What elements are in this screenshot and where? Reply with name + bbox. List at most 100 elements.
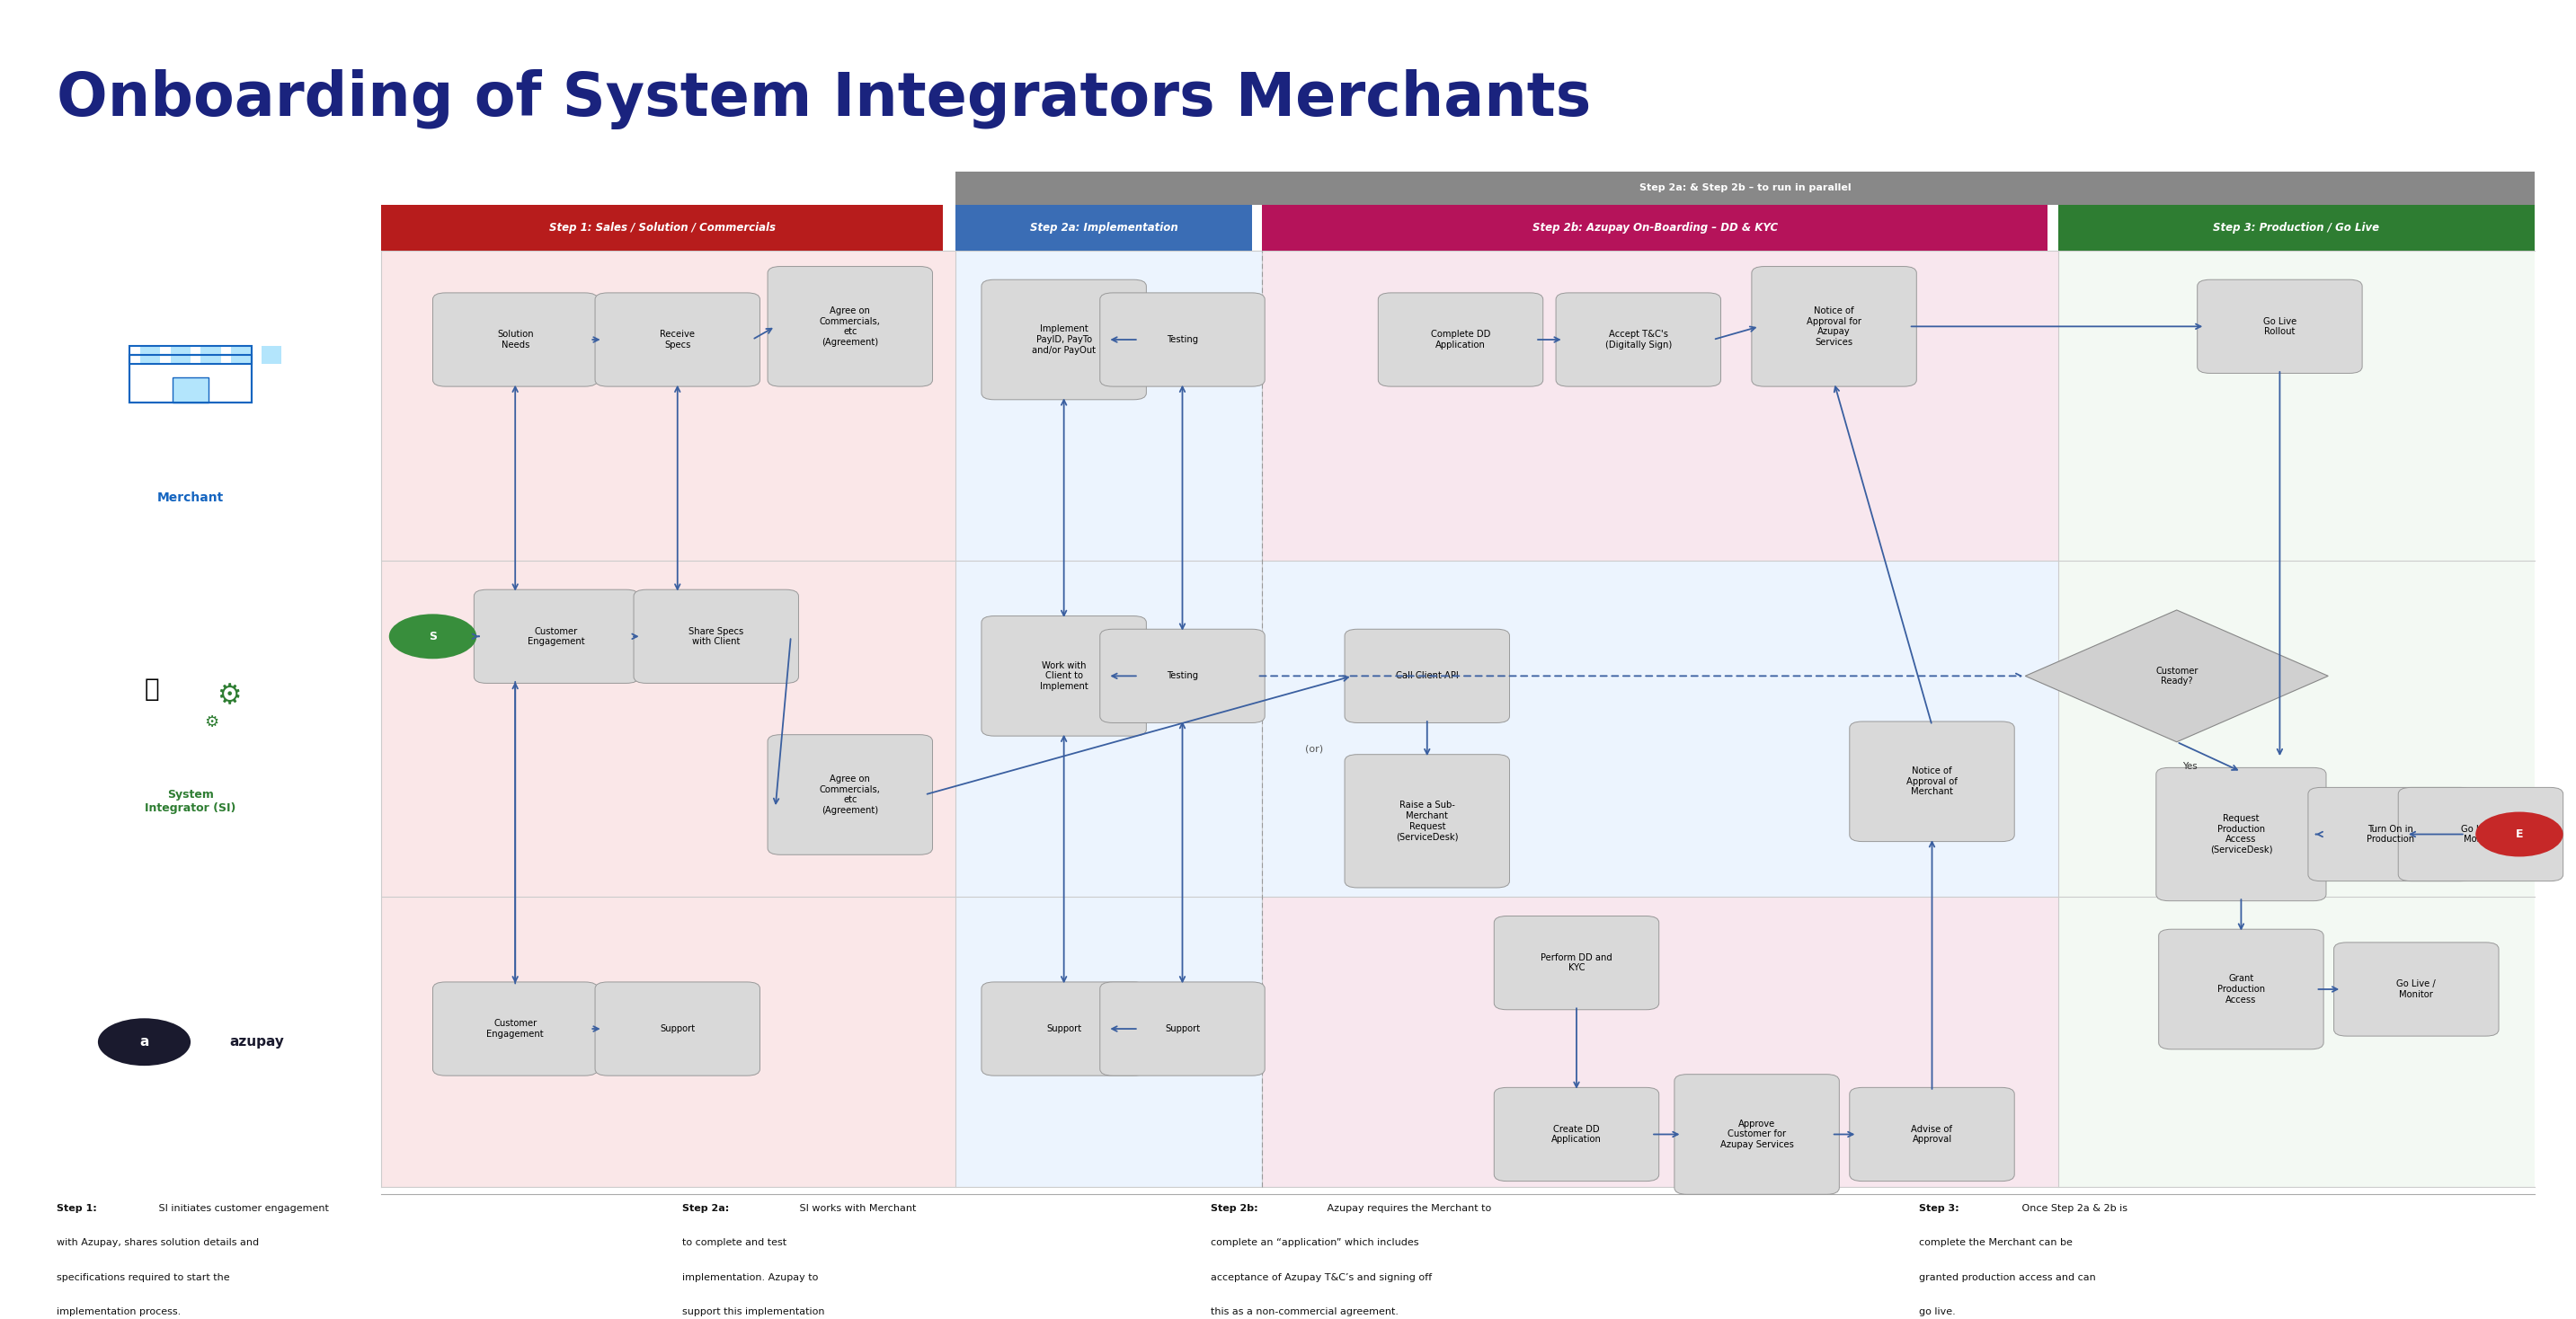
Circle shape [98, 1018, 191, 1066]
FancyBboxPatch shape [2197, 280, 2362, 373]
Text: Accept T&C's
(Digitally Sign): Accept T&C's (Digitally Sign) [1605, 330, 1672, 350]
Bar [381, 204, 943, 251]
Text: Support: Support [1164, 1025, 1200, 1033]
Text: acceptance of Azupay T&C’s and signing off: acceptance of Azupay T&C’s and signing o… [1211, 1273, 1432, 1282]
Text: Step 2b:: Step 2b: [1211, 1204, 1257, 1213]
Text: a: a [139, 1035, 149, 1049]
Text: Raise a Sub-
Merchant
Request
(ServiceDesk): Raise a Sub- Merchant Request (ServiceDe… [1396, 801, 1458, 842]
FancyBboxPatch shape [595, 293, 760, 386]
Bar [201, 346, 222, 364]
Text: implementation process.: implementation process. [57, 1307, 180, 1316]
Bar [2058, 897, 2535, 1187]
Text: ⚙: ⚙ [216, 683, 242, 708]
Text: Step 2a: & Step 2b – to run in parallel: Step 2a: & Step 2b – to run in parallel [1638, 183, 1852, 193]
Bar [129, 346, 252, 364]
Text: Customer
Engagement: Customer Engagement [487, 1020, 544, 1038]
Bar [381, 561, 956, 897]
Text: Advise of
Approval: Advise of Approval [1911, 1125, 1953, 1144]
Bar [2058, 251, 2535, 561]
Text: Notice of
Approval for
Azupay
Services: Notice of Approval for Azupay Services [1806, 306, 1862, 347]
Text: Testing: Testing [1167, 671, 1198, 681]
FancyBboxPatch shape [1674, 1074, 1839, 1195]
Text: Turn On in
Production: Turn On in Production [2367, 824, 2414, 844]
Text: to complete and test: to complete and test [683, 1239, 788, 1248]
Polygon shape [2025, 609, 2329, 741]
Text: Once Step 2a & 2b is: Once Step 2a & 2b is [2020, 1204, 2128, 1213]
Text: Request
Production
Access
(ServiceDesk): Request Production Access (ServiceDesk) [2210, 814, 2272, 855]
Bar [260, 346, 281, 364]
Text: Grant
Production
Access: Grant Production Access [2218, 975, 2264, 1004]
Bar [381, 897, 956, 1187]
FancyBboxPatch shape [981, 981, 1146, 1076]
FancyBboxPatch shape [2156, 768, 2326, 901]
Text: Step 1: Sales / Solution / Commercials: Step 1: Sales / Solution / Commercials [549, 222, 775, 233]
Bar [232, 346, 252, 364]
Text: Merchant: Merchant [157, 492, 224, 504]
Circle shape [2476, 811, 2563, 857]
Text: Solution
Needs: Solution Needs [497, 330, 533, 350]
FancyBboxPatch shape [474, 590, 639, 683]
Text: Share Specs
with Client: Share Specs with Client [688, 627, 744, 646]
Text: Step 2b: Azupay On-Boarding – DD & KYC: Step 2b: Azupay On-Boarding – DD & KYC [1533, 222, 1777, 233]
Text: Step 2a: Implementation: Step 2a: Implementation [1030, 222, 1177, 233]
Text: Step 2a:: Step 2a: [683, 1204, 729, 1213]
FancyBboxPatch shape [1378, 293, 1543, 386]
Text: go live.: go live. [1919, 1307, 1955, 1316]
FancyBboxPatch shape [1752, 266, 1917, 386]
FancyBboxPatch shape [1100, 629, 1265, 723]
Text: azupay: azupay [229, 1035, 283, 1049]
Bar [956, 171, 2535, 204]
Text: E: E [2517, 828, 2522, 840]
FancyBboxPatch shape [433, 981, 598, 1076]
Bar [381, 251, 956, 561]
FancyBboxPatch shape [1345, 754, 1510, 888]
Text: this as a non-commercial agreement.: this as a non-commercial agreement. [1211, 1307, 1399, 1316]
Text: Agree on
Commercials,
etc
(Agreement): Agree on Commercials, etc (Agreement) [819, 774, 881, 815]
Text: Testing: Testing [1167, 335, 1198, 344]
Bar [173, 377, 209, 404]
Bar [170, 346, 191, 364]
Bar [2058, 204, 2535, 251]
Bar [139, 346, 160, 364]
Text: S: S [428, 630, 438, 642]
Text: Support: Support [659, 1025, 696, 1033]
Text: Implement
PayID, PayTo
and/or PayOut: Implement PayID, PayTo and/or PayOut [1033, 324, 1095, 355]
FancyBboxPatch shape [1850, 1087, 2014, 1182]
Text: ⚙: ⚙ [204, 714, 219, 731]
Text: granted production access and can: granted production access and can [1919, 1273, 2097, 1282]
Text: SI initiates customer engagement: SI initiates customer engagement [155, 1204, 330, 1213]
Text: specifications required to start the: specifications required to start the [57, 1273, 229, 1282]
Text: System
Integrator (SI): System Integrator (SI) [144, 789, 237, 814]
Text: (or): (or) [1303, 744, 1324, 753]
Bar [1262, 204, 2048, 251]
Text: Create DD
Application: Create DD Application [1551, 1125, 1602, 1144]
Text: Approve
Customer for
Azupay Services: Approve Customer for Azupay Services [1721, 1120, 1793, 1149]
Text: Support: Support [1046, 1025, 1082, 1033]
Text: Step 3:: Step 3: [1919, 1204, 1960, 1213]
FancyBboxPatch shape [981, 280, 1146, 400]
Text: implementation. Azupay to: implementation. Azupay to [683, 1273, 819, 1282]
FancyBboxPatch shape [1494, 1087, 1659, 1182]
Text: Agree on
Commercials,
etc
(Agreement): Agree on Commercials, etc (Agreement) [819, 306, 881, 347]
Text: Customer
Engagement: Customer Engagement [528, 627, 585, 646]
Text: 💵: 💵 [144, 677, 160, 702]
FancyBboxPatch shape [433, 293, 598, 386]
Text: Go Live /
Monitor: Go Live / Monitor [2396, 980, 2437, 998]
FancyBboxPatch shape [981, 616, 1146, 736]
Text: Work with
Client to
Implement: Work with Client to Implement [1041, 661, 1087, 691]
Text: with Azupay, shares solution details and: with Azupay, shares solution details and [57, 1239, 260, 1248]
Text: Go Live
Rollout: Go Live Rollout [2264, 317, 2295, 336]
FancyBboxPatch shape [2308, 787, 2473, 881]
Bar [956, 204, 1252, 251]
FancyBboxPatch shape [1100, 981, 1265, 1076]
Text: Perform DD and
KYC: Perform DD and KYC [1540, 954, 1613, 972]
Text: Receive
Specs: Receive Specs [659, 330, 696, 350]
Bar [956, 897, 1262, 1187]
Bar [1262, 897, 2058, 1187]
Text: Notice of
Approval of
Merchant: Notice of Approval of Merchant [1906, 766, 1958, 797]
FancyBboxPatch shape [1494, 915, 1659, 1010]
Text: support this implementation: support this implementation [683, 1307, 824, 1316]
FancyBboxPatch shape [768, 266, 933, 386]
FancyBboxPatch shape [1850, 721, 2014, 842]
Bar [956, 251, 1262, 561]
